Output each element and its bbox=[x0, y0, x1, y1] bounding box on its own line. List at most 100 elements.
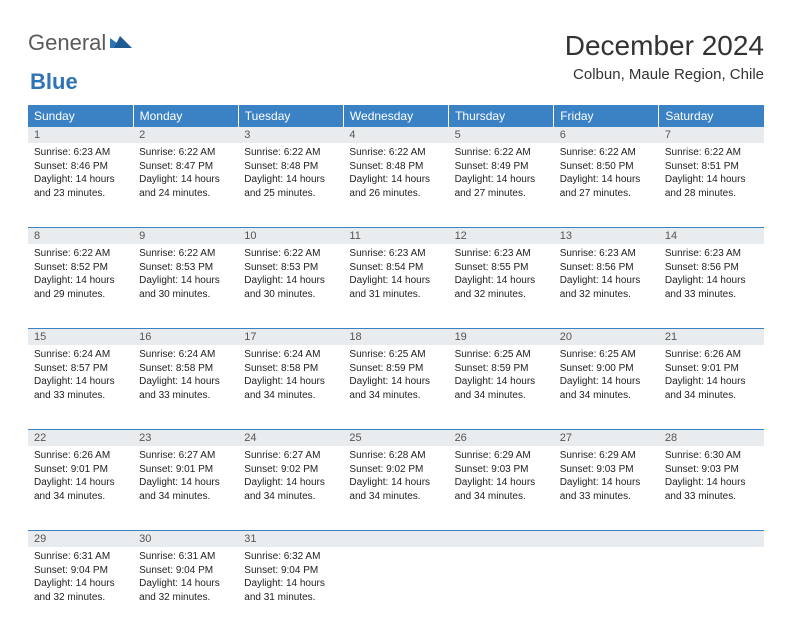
sunset-line: Sunset: 8:48 PM bbox=[349, 160, 442, 174]
daylight-line: Daylight: 14 hours and 34 minutes. bbox=[244, 375, 337, 402]
sunset-line: Sunset: 8:56 PM bbox=[665, 261, 758, 275]
daylight-line: Daylight: 14 hours and 31 minutes. bbox=[244, 577, 337, 604]
day-cell: Sunrise: 6:25 AMSunset: 9:00 PMDaylight:… bbox=[554, 345, 659, 430]
sunset-line: Sunset: 9:02 PM bbox=[349, 463, 442, 477]
day-cell bbox=[659, 547, 764, 631]
daylight-line: Daylight: 14 hours and 33 minutes. bbox=[560, 476, 653, 503]
day-number: 17 bbox=[238, 329, 343, 346]
sunset-line: Sunset: 9:04 PM bbox=[34, 564, 127, 578]
day-number-row: 15161718192021 bbox=[28, 329, 764, 346]
day-cell: Sunrise: 6:22 AMSunset: 8:48 PMDaylight:… bbox=[343, 143, 448, 228]
day-number: 11 bbox=[343, 228, 448, 245]
sunset-line: Sunset: 9:04 PM bbox=[139, 564, 232, 578]
day-number: 1 bbox=[28, 127, 133, 143]
sunset-line: Sunset: 8:51 PM bbox=[665, 160, 758, 174]
day-number: 21 bbox=[659, 329, 764, 346]
brand-word-2: Blue bbox=[30, 69, 78, 94]
sunrise-line: Sunrise: 6:22 AM bbox=[139, 247, 232, 261]
daylight-line: Daylight: 14 hours and 33 minutes. bbox=[665, 274, 758, 301]
sunset-line: Sunset: 9:03 PM bbox=[560, 463, 653, 477]
sunset-line: Sunset: 8:47 PM bbox=[139, 160, 232, 174]
day-number bbox=[554, 531, 659, 548]
weekday-header: Sunday bbox=[28, 105, 133, 127]
day-body-row: Sunrise: 6:31 AMSunset: 9:04 PMDaylight:… bbox=[28, 547, 764, 631]
daylight-line: Daylight: 14 hours and 33 minutes. bbox=[665, 476, 758, 503]
sunrise-line: Sunrise: 6:25 AM bbox=[455, 348, 548, 362]
weekday-header: Tuesday bbox=[238, 105, 343, 127]
sunset-line: Sunset: 8:57 PM bbox=[34, 362, 127, 376]
day-cell: Sunrise: 6:24 AMSunset: 8:58 PMDaylight:… bbox=[133, 345, 238, 430]
sunrise-line: Sunrise: 6:22 AM bbox=[665, 146, 758, 160]
day-number: 16 bbox=[133, 329, 238, 346]
sunrise-line: Sunrise: 6:28 AM bbox=[349, 449, 442, 463]
daylight-line: Daylight: 14 hours and 34 minutes. bbox=[34, 476, 127, 503]
sunrise-line: Sunrise: 6:24 AM bbox=[34, 348, 127, 362]
daylight-line: Daylight: 14 hours and 34 minutes. bbox=[560, 375, 653, 402]
day-number: 6 bbox=[554, 127, 659, 143]
day-body-row: Sunrise: 6:22 AMSunset: 8:52 PMDaylight:… bbox=[28, 244, 764, 329]
weekday-header: Thursday bbox=[449, 105, 554, 127]
day-cell: Sunrise: 6:22 AMSunset: 8:52 PMDaylight:… bbox=[28, 244, 133, 329]
weekday-header: Friday bbox=[554, 105, 659, 127]
day-number: 8 bbox=[28, 228, 133, 245]
day-cell: Sunrise: 6:29 AMSunset: 9:03 PMDaylight:… bbox=[449, 446, 554, 531]
daylight-line: Daylight: 14 hours and 34 minutes. bbox=[349, 375, 442, 402]
day-number: 10 bbox=[238, 228, 343, 245]
day-cell: Sunrise: 6:22 AMSunset: 8:48 PMDaylight:… bbox=[238, 143, 343, 228]
daylight-line: Daylight: 14 hours and 33 minutes. bbox=[34, 375, 127, 402]
weekday-header: Wednesday bbox=[343, 105, 448, 127]
day-number: 13 bbox=[554, 228, 659, 245]
sunrise-line: Sunrise: 6:29 AM bbox=[560, 449, 653, 463]
day-cell: Sunrise: 6:29 AMSunset: 9:03 PMDaylight:… bbox=[554, 446, 659, 531]
sunrise-line: Sunrise: 6:22 AM bbox=[34, 247, 127, 261]
day-cell: Sunrise: 6:26 AMSunset: 9:01 PMDaylight:… bbox=[28, 446, 133, 531]
day-cell bbox=[449, 547, 554, 631]
day-cell: Sunrise: 6:23 AMSunset: 8:54 PMDaylight:… bbox=[343, 244, 448, 329]
day-number: 9 bbox=[133, 228, 238, 245]
sunrise-line: Sunrise: 6:22 AM bbox=[349, 146, 442, 160]
sunrise-line: Sunrise: 6:25 AM bbox=[560, 348, 653, 362]
day-cell: Sunrise: 6:26 AMSunset: 9:01 PMDaylight:… bbox=[659, 345, 764, 430]
day-number: 12 bbox=[449, 228, 554, 245]
daylight-line: Daylight: 14 hours and 27 minutes. bbox=[455, 173, 548, 200]
sunset-line: Sunset: 8:59 PM bbox=[455, 362, 548, 376]
sunrise-line: Sunrise: 6:23 AM bbox=[34, 146, 127, 160]
sunrise-line: Sunrise: 6:26 AM bbox=[665, 348, 758, 362]
day-cell: Sunrise: 6:28 AMSunset: 9:02 PMDaylight:… bbox=[343, 446, 448, 531]
day-number: 20 bbox=[554, 329, 659, 346]
sunset-line: Sunset: 9:02 PM bbox=[244, 463, 337, 477]
sunset-line: Sunset: 8:54 PM bbox=[349, 261, 442, 275]
day-number bbox=[343, 531, 448, 548]
day-cell: Sunrise: 6:23 AMSunset: 8:56 PMDaylight:… bbox=[659, 244, 764, 329]
day-number: 28 bbox=[659, 430, 764, 447]
sunrise-line: Sunrise: 6:31 AM bbox=[139, 550, 232, 564]
day-number: 31 bbox=[238, 531, 343, 548]
day-cell: Sunrise: 6:24 AMSunset: 8:57 PMDaylight:… bbox=[28, 345, 133, 430]
day-number: 4 bbox=[343, 127, 448, 143]
day-number-row: 293031 bbox=[28, 531, 764, 548]
daylight-line: Daylight: 14 hours and 32 minutes. bbox=[560, 274, 653, 301]
day-number: 7 bbox=[659, 127, 764, 143]
day-body-row: Sunrise: 6:23 AMSunset: 8:46 PM Daylight:… bbox=[28, 143, 764, 228]
sunrise-line: Sunrise: 6:22 AM bbox=[244, 146, 337, 160]
sunset-line: Sunset: 8:46 PM bbox=[34, 160, 127, 174]
day-cell: Sunrise: 6:23 AMSunset: 8:56 PMDaylight:… bbox=[554, 244, 659, 329]
day-number: 3 bbox=[238, 127, 343, 143]
sunset-line: Sunset: 9:01 PM bbox=[139, 463, 232, 477]
calendar-table: Sunday Monday Tuesday Wednesday Thursday… bbox=[28, 105, 764, 631]
daylight-line: Daylight: 14 hours and 26 minutes. bbox=[349, 173, 442, 200]
day-number: 25 bbox=[343, 430, 448, 447]
sunset-line: Sunset: 9:01 PM bbox=[665, 362, 758, 376]
daylight-line: Daylight: 14 hours and 29 minutes. bbox=[34, 274, 127, 301]
day-cell: Sunrise: 6:22 AMSunset: 8:53 PMDaylight:… bbox=[133, 244, 238, 329]
day-cell: Sunrise: 6:32 AMSunset: 9:04 PMDaylight:… bbox=[238, 547, 343, 631]
sunrise-line: Sunrise: 6:26 AM bbox=[34, 449, 127, 463]
day-number: 24 bbox=[238, 430, 343, 447]
sunrise-line: Sunrise: 6:23 AM bbox=[349, 247, 442, 261]
daylight-line: Daylight: 14 hours and 25 minutes. bbox=[244, 173, 337, 200]
day-cell: Sunrise: 6:25 AMSunset: 8:59 PMDaylight:… bbox=[343, 345, 448, 430]
sunset-line: Sunset: 9:01 PM bbox=[34, 463, 127, 477]
sunset-line: Sunset: 8:53 PM bbox=[139, 261, 232, 275]
day-number: 14 bbox=[659, 228, 764, 245]
weekday-header-row: Sunday Monday Tuesday Wednesday Thursday… bbox=[28, 105, 764, 127]
